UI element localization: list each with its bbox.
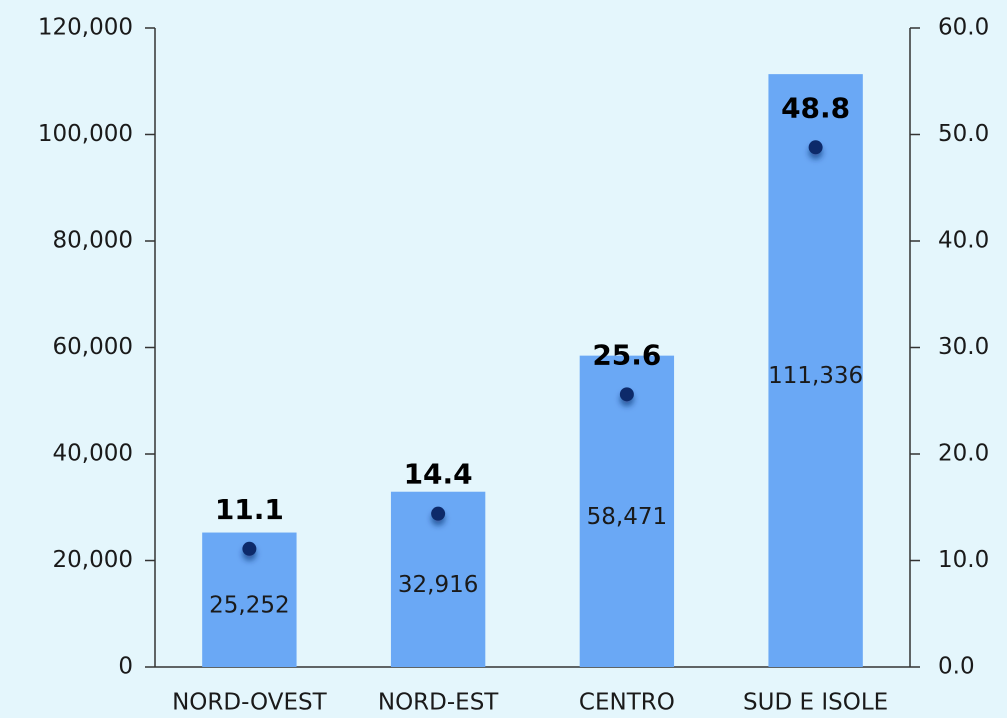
y2-tick-label: 50.0 <box>938 121 989 147</box>
x-tick-label: CENTRO <box>579 690 675 716</box>
bar-value-label: 58,471 <box>587 504 667 530</box>
dot-value-label: 14.4 <box>404 458 473 491</box>
x-tick-label: SUD E ISOLE <box>743 690 888 716</box>
y2-tick-label: 20.0 <box>938 441 989 467</box>
dot-value-label: 25.6 <box>592 338 661 371</box>
y-tick-label: 40,000 <box>53 441 133 467</box>
bar <box>579 355 675 667</box>
y-tick-label: 0 <box>118 654 133 680</box>
y-tick-label: 20,000 <box>53 547 133 573</box>
x-tick-label: NORD-EST <box>378 690 499 716</box>
dot-value-label: 48.8 <box>781 91 850 124</box>
y-tick-label: 60,000 <box>53 334 133 360</box>
bar-value-label: 25,252 <box>209 592 289 618</box>
dot <box>242 541 257 556</box>
y2-tick-label: 10.0 <box>938 547 989 573</box>
dot <box>619 387 634 402</box>
y-tick-label: 100,000 <box>38 121 133 147</box>
bar <box>390 491 486 667</box>
bar-value-label: 111,336 <box>768 363 863 389</box>
bar-value-label: 32,916 <box>398 572 478 598</box>
y-tick-label: 80,000 <box>53 228 133 254</box>
y2-tick-label: 30.0 <box>938 334 989 360</box>
y2-tick-label: 0.0 <box>938 654 975 680</box>
dot <box>431 506 446 521</box>
y2-tick-label: 60.0 <box>938 15 989 41</box>
dot-value-label: 11.1 <box>215 493 284 526</box>
y2-tick-label: 40.0 <box>938 228 989 254</box>
bar <box>768 74 863 667</box>
dot <box>808 140 823 155</box>
x-tick-label: NORD-OVEST <box>172 690 328 716</box>
y-tick-label: 120,000 <box>38 15 133 41</box>
